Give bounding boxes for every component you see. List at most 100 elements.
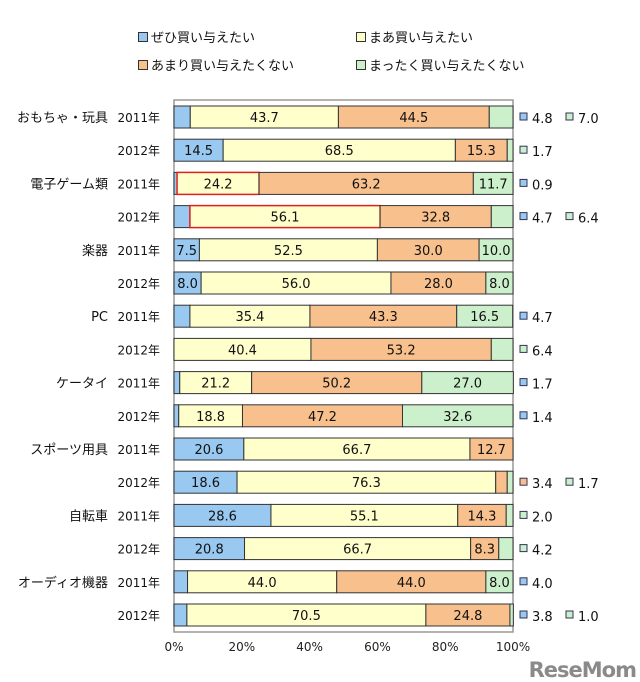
data-label: 44.0 [248,576,277,591]
legend-label: あまり買い与えたくない [151,59,295,74]
outside-data-label: 4.0 [532,577,553,592]
bar-segment [490,337,514,361]
category-label: スポーツ用具 [30,443,108,458]
outside-label-swatch [519,178,528,187]
outside-label-swatch [519,311,528,320]
data-label: 43.3 [369,310,398,325]
x-tick-label: 60% [364,640,391,654]
bar-segment [173,205,191,229]
data-label: 24.2 [204,177,233,192]
bar-segment [495,470,508,494]
legend-swatch [138,31,148,42]
legend-label: ぜひ買い与えたい [151,31,256,46]
category-label: PC [91,310,108,325]
outside-label-swatch [519,411,528,420]
data-label: 32.6 [443,410,472,425]
x-tick-label: 40% [296,640,323,654]
data-label: 66.7 [342,443,371,458]
year-label: 2011年 [117,244,160,258]
legend-item: まったく買い与えたくない [356,55,524,74]
outside-label-swatch [519,145,528,154]
outside-data-label: 3.4 [532,477,553,492]
year-label: 2011年 [117,177,160,191]
data-label: 21.2 [201,377,230,392]
data-label: 8.0 [177,277,198,292]
data-label: 8.0 [489,277,510,292]
outside-label-swatch [519,544,528,553]
bar-segment [173,570,189,594]
data-label: 56.0 [282,277,311,292]
data-label: 66.7 [343,543,372,558]
data-label: 44.5 [399,111,428,126]
data-label: 43.7 [250,111,279,126]
bar-segment [173,404,180,428]
outside-data-label: 1.7 [532,145,553,160]
year-label: 2011年 [117,310,160,324]
outside-label-swatch [565,112,574,121]
outside-label-swatch [519,577,528,586]
bar-segment [485,271,514,295]
data-label: 20.8 [195,543,224,558]
data-label: 16.5 [470,310,499,325]
outside-label-swatch [565,610,574,619]
bar-segment [173,304,191,328]
data-label: 28.6 [208,509,237,524]
bar-segment [506,138,514,162]
data-label: 11.7 [479,177,508,192]
outside-label-swatch [519,344,528,353]
year-label: 2011年 [117,509,160,523]
year-label: 2012年 [117,277,160,291]
data-label: 53.2 [387,343,416,358]
data-label: 32.8 [421,211,450,226]
x-tick-label: 0% [164,640,183,654]
x-tick-label: 100% [496,640,530,654]
data-label: 76.3 [352,476,381,491]
year-label: 2012年 [117,144,160,158]
outside-data-label: 4.8 [532,112,553,127]
year-label: 2011年 [117,111,160,125]
outside-data-label: 6.4 [532,344,553,359]
data-label: 28.0 [424,277,453,292]
data-label: 7.5 [176,244,197,259]
bar-segment [505,503,514,527]
category-label: 自転車 [69,509,108,524]
data-label: 12.7 [477,443,506,458]
outside-data-label: 4.7 [532,212,553,227]
category-label: おもちゃ・玩具 [17,111,108,126]
data-label: 70.5 [292,609,321,624]
data-label: 20.6 [194,443,223,458]
bar-segment [488,105,514,129]
bar-segment [421,371,514,395]
bar-segment [478,238,514,262]
legend-item: ぜひ買い与えたい [138,27,255,46]
category-label: ケータイ [56,377,108,392]
plot-frame [173,99,514,633]
data-label: 18.6 [191,476,220,491]
outside-label-swatch [519,112,528,121]
category-label: 楽器 [82,243,108,259]
data-label: 63.2 [352,177,381,192]
bar-segment [490,205,514,229]
data-label: 47.2 [308,410,337,425]
outside-label-swatch [519,610,528,619]
data-label: 8.0 [489,576,510,591]
outside-data-label: 1.7 [578,477,599,492]
year-label: 2012年 [117,609,160,623]
x-tick-label: 80% [432,640,459,654]
data-label: 55.1 [350,509,379,524]
year-label: 2012年 [117,343,160,357]
year-label: 2011年 [117,443,160,457]
bar-segment [498,537,514,561]
legend-swatch [356,31,366,42]
bar-segment [173,603,188,627]
year-label: 2011年 [117,377,160,391]
bar-segment [472,171,514,195]
outside-data-label: 7.0 [578,112,599,127]
data-label: 15.3 [467,144,496,159]
data-label: 35.4 [235,310,264,325]
category-label: 電子ゲーム類 [30,177,108,192]
x-tick-label: 20% [228,640,255,654]
outside-data-label: 2.0 [532,510,553,525]
bar-segment [469,437,514,461]
legend-swatch [138,59,148,70]
